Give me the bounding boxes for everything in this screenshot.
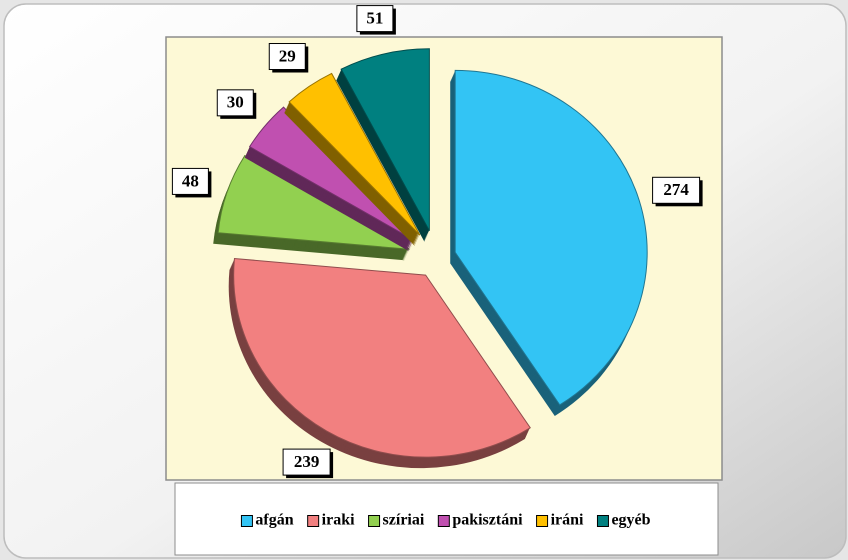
- legend-label: szíriai: [383, 512, 425, 529]
- legend-swatch: [536, 515, 549, 527]
- legend-swatch: [240, 515, 253, 527]
- data-label-box: [652, 176, 701, 204]
- data-label-box: [216, 89, 254, 117]
- data-label: 51: [366, 8, 383, 27]
- legend-swatch: [307, 515, 320, 527]
- slice: [248, 106, 415, 241]
- legend-label: egyéb: [611, 512, 650, 529]
- data-label: 48: [182, 171, 199, 190]
- data-label-box: [356, 5, 394, 33]
- legend-label: iráni: [551, 512, 584, 529]
- slice: [340, 48, 430, 232]
- slice: [233, 257, 531, 458]
- legend-label: pakisztáni: [452, 512, 523, 529]
- data-label-box: [268, 43, 306, 71]
- slice: [217, 154, 410, 250]
- legend-swatch: [596, 515, 609, 527]
- pie: [213, 48, 648, 469]
- data-label: 29: [279, 46, 296, 65]
- slice: [454, 69, 648, 406]
- data-label-box: [282, 448, 331, 476]
- data-label: 239: [294, 452, 320, 471]
- data-labels: 274 239 48 30 29 51: [171, 5, 703, 479]
- legend-label: afgán: [255, 512, 293, 529]
- data-label-box: [171, 167, 209, 195]
- legend-swatch: [368, 515, 381, 527]
- legend-swatch: [437, 515, 450, 527]
- slice: [288, 72, 421, 236]
- data-label: 274: [663, 180, 689, 199]
- legend: afgán iraki szíriai pakisztáni iráni egyéb: [240, 512, 651, 529]
- data-label: 30: [227, 93, 244, 112]
- legend-label: iraki: [322, 512, 355, 529]
